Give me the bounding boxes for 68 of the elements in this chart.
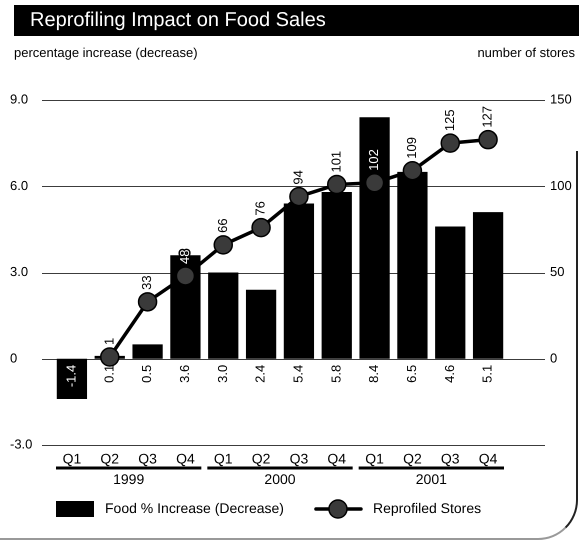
x-tick-label: Q3 bbox=[440, 450, 460, 466]
data-label: 3.0 bbox=[214, 364, 230, 383]
bar bbox=[246, 290, 276, 359]
point bbox=[289, 186, 309, 206]
y-tick-label: 6.0 bbox=[10, 178, 28, 193]
data-label: 2.4 bbox=[252, 364, 268, 383]
bar bbox=[435, 226, 466, 359]
y2-axis-title: number of stores bbox=[477, 45, 575, 60]
data-label: 127 bbox=[480, 106, 495, 128]
data-label: 94 bbox=[290, 170, 306, 185]
y-tick-label: -3.0 bbox=[10, 436, 32, 452]
y-tick-label: 0 bbox=[10, 350, 18, 366]
chart-title: Reprofiling Impact on Food Sales bbox=[14, 5, 579, 36]
x-tick-label: Q3 bbox=[138, 450, 158, 466]
data-label: 5.1 bbox=[480, 364, 495, 383]
text: 2000 bbox=[264, 470, 296, 487]
bar bbox=[56, 358, 88, 399]
data-label: 5.4 bbox=[290, 364, 306, 383]
bar bbox=[472, 212, 504, 359]
x-tick-label: Q4 bbox=[478, 450, 498, 466]
y2-tick-label: 50 bbox=[550, 264, 564, 280]
data-label: 66 bbox=[214, 218, 230, 233]
y-tick-label: 9.0 bbox=[10, 92, 28, 107]
point bbox=[440, 133, 460, 153]
x-tick-label: Q2 bbox=[403, 450, 422, 466]
data-label: 33 bbox=[139, 275, 154, 290]
bar bbox=[132, 344, 163, 359]
data-label: 101 bbox=[328, 150, 344, 173]
data-label: -1.4 bbox=[63, 364, 78, 388]
point bbox=[402, 160, 422, 180]
point bbox=[327, 174, 346, 194]
x-tick-label: Q2 bbox=[100, 450, 120, 466]
x-tick-label: Q3 bbox=[290, 450, 308, 466]
y2-tick-label: 150 bbox=[550, 92, 572, 107]
point bbox=[176, 266, 196, 286]
y2-tick-label: 0 bbox=[550, 350, 558, 366]
x-tick-label: Q4 bbox=[176, 450, 195, 466]
data-label: 125 bbox=[442, 109, 457, 132]
data-label: 3.6 bbox=[176, 364, 192, 383]
x-tick-label: Q2 bbox=[252, 450, 271, 466]
point bbox=[251, 218, 271, 238]
point bbox=[100, 347, 120, 367]
x-tick-label: Q1 bbox=[365, 450, 384, 466]
point bbox=[364, 173, 384, 193]
data-label: 0.5 bbox=[139, 364, 154, 383]
x-tick-label: Q1 bbox=[214, 450, 233, 466]
text: 1999 bbox=[113, 470, 144, 487]
y-tick-label: 3.0 bbox=[10, 264, 28, 280]
legend-label: Food % Increase (Decrease) bbox=[105, 500, 284, 516]
legend-label: Reprofiled Stores bbox=[372, 500, 482, 516]
point bbox=[478, 130, 498, 150]
y-axis-title: percentage increase (decrease) bbox=[14, 45, 198, 60]
data-label: 6.5 bbox=[404, 364, 419, 383]
x-tick-label: Q1 bbox=[62, 450, 82, 466]
bar bbox=[208, 272, 238, 359]
data-label: 8.4 bbox=[366, 364, 382, 383]
y2-tick-label: 100 bbox=[550, 178, 572, 193]
data-label: 76 bbox=[252, 201, 268, 216]
text: 2001 bbox=[416, 470, 448, 487]
point bbox=[214, 235, 233, 255]
data-label: 4.6 bbox=[442, 364, 457, 383]
point bbox=[138, 292, 158, 312]
data-label: 5.8 bbox=[328, 364, 344, 383]
data-label: 109 bbox=[404, 137, 419, 159]
data-label: 0.1 bbox=[101, 364, 116, 383]
data-label: 1 bbox=[101, 338, 116, 346]
x-tick-label: Q4 bbox=[327, 450, 346, 466]
data-label: 102 bbox=[366, 149, 382, 171]
